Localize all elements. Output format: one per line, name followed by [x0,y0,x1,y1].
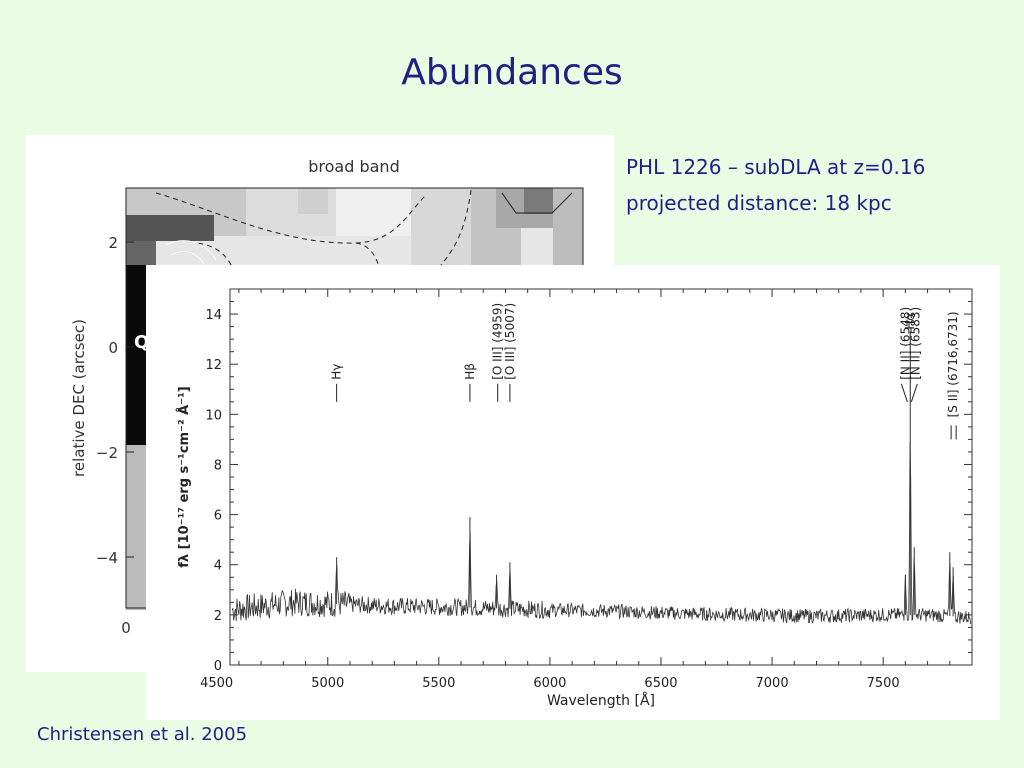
y-tick-label-14: 14 [205,308,222,323]
line-label-group-4: [N II] (6548) [898,307,912,402]
broadband-ytick-0: 0 [108,339,118,357]
broadband-xtick-0: 0 [121,619,131,637]
y-tick-label-6: 6 [214,509,222,524]
slide-title: Abundances [401,52,623,93]
broadband-title: broad band [308,157,399,176]
spectrum-line [231,441,972,625]
broadband-dark-contour [501,192,573,214]
line-label-group-0: Hγ [330,364,344,402]
line-label-group-1: Hβ [463,363,477,402]
broadband-inner-contours [165,240,217,268]
x-tick-label-5500: 5500 [422,676,455,691]
y-axis-label: fλ [10⁻¹⁷ erg s⁻¹cm⁻² Å⁻¹] [176,386,192,567]
line-label-0: Hγ [330,364,344,380]
x-tick-label-6000: 6000 [533,676,566,691]
x-tick-label-4500: 4500 [200,676,233,691]
spectrum-panel: 4500 5000 5500 6000 6500 7000 7500 0 2 4 6 8 10 12 14 W… [146,265,1000,720]
x-tick-label-6500: 6500 [644,676,677,691]
line-label-group-2: [O III] (4959) [491,303,505,402]
spectrum-chart: 4500 5000 5500 6000 6500 7000 7500 0 2 4 6 8 10 12 14 W… [176,288,973,709]
caption-object: PHL 1226 – subDLA at z=0.16 [626,155,926,179]
x-axis-label: Wavelength [Å] [547,692,655,709]
line-marker [900,383,908,402]
citation: Christensen et al. 2005 [37,724,248,745]
broadband-ytick-neg2: −2 [96,444,118,462]
broadband-ytick-2: 2 [108,234,118,252]
line-label-group-6: [N II] (6583) [908,307,922,402]
y-tick-label-4: 4 [214,559,222,574]
x-tick-label-5000: 5000 [311,676,344,691]
y-tick-label-2: 2 [214,609,222,624]
y-tick-label-12: 12 [205,358,222,373]
line-marker [910,383,918,402]
broadband-ylabel: relative DEC (arcsec) [70,319,88,477]
line-label-7: [S II] (6716,6731) [946,311,960,417]
line-label-4: [N II] (6548) [898,307,912,380]
line-label-1: Hβ [463,363,477,380]
line-label-group-5: Hα [903,313,917,407]
quasar-marker: Q [134,332,149,353]
y-tick-label-0: 0 [214,659,222,674]
line-label-6: [N II] (6583) [908,307,922,380]
y-tick-label-8: 8 [214,458,222,473]
x-tick-label-7500: 7500 [867,676,900,691]
x-tick-label-7000: 7000 [756,676,789,691]
y-tick-label-10: 10 [205,408,222,423]
broadband-yticks-marks [126,241,134,558]
broadband-ytick-neg4: −4 [96,549,118,567]
line-label-group-7: [S II] (6716,6731) [946,311,960,440]
caption-distance: projected distance: 18 kpc [626,191,892,215]
line-label-2: [O III] (4959) [491,303,505,380]
line-label-3: [O III] (5007) [503,303,517,380]
line-label-5: Hα [903,313,917,330]
line-label-group-3: [O III] (5007) [503,303,517,402]
broadband-contours [155,189,472,310]
